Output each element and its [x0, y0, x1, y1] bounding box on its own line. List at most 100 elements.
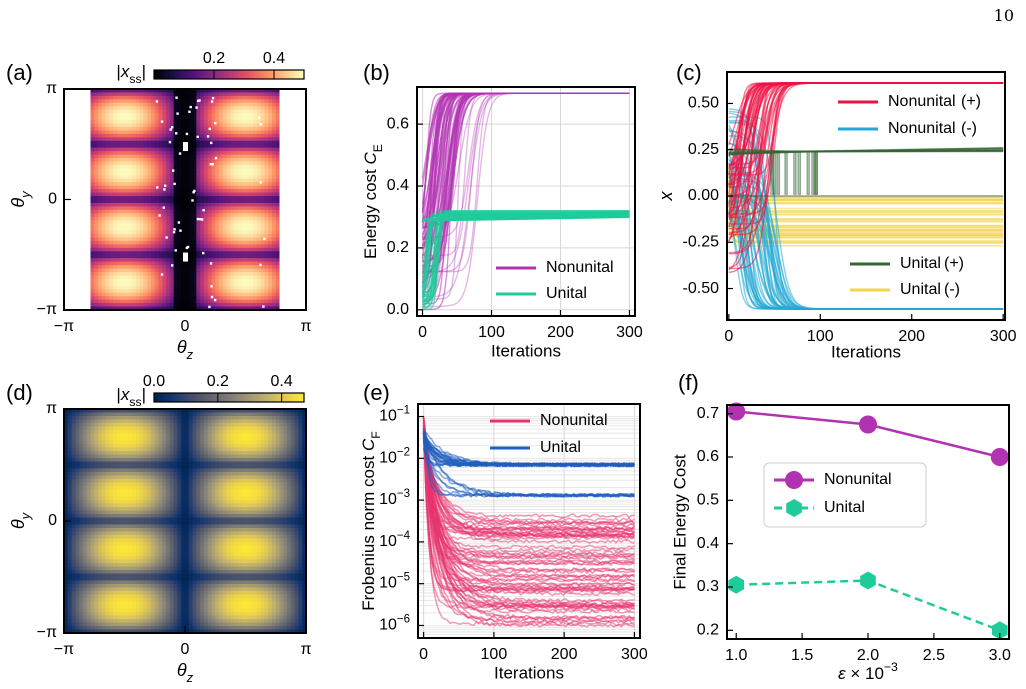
- heatmap-cell: [275, 412, 281, 417]
- heatmap-cell: [203, 182, 209, 187]
- heatmap-cell: [177, 113, 182, 118]
- heatmap-cell: [211, 199, 216, 204]
- heatmap-cell: [154, 92, 160, 97]
- heatmap-cell: [241, 130, 247, 135]
- heatmap-cell: [294, 275, 300, 280]
- heatmap-cell: [86, 206, 92, 211]
- heatmap-cell: [135, 437, 141, 442]
- heatmap-cell: [166, 175, 171, 180]
- heatmap-cell: [71, 202, 76, 207]
- heatmap-cell: [234, 192, 239, 197]
- heatmap-cell: [287, 237, 292, 242]
- heatmap-cell: [105, 95, 110, 100]
- heatmap-cell: [200, 419, 205, 424]
- heatmap-cell: [158, 216, 163, 221]
- heatmap-cell: [234, 140, 239, 145]
- heatmap-cell: [67, 151, 73, 156]
- heatmap-cell: [143, 199, 148, 204]
- heatmap-cell: [143, 147, 148, 152]
- heatmap-cell: [64, 433, 69, 438]
- heatmap-cell: [237, 268, 243, 273]
- heatmap-cell: [230, 192, 235, 197]
- heatmap-cell: [200, 199, 205, 204]
- heatmap-cell: [264, 151, 269, 156]
- heatmap-cell: [173, 268, 179, 273]
- heatmap-cell: [162, 223, 167, 228]
- heatmap-cell: [275, 202, 281, 207]
- heatmap-cell: [302, 209, 307, 214]
- heatmap-cell: [271, 285, 277, 290]
- heatmap-cell: [154, 430, 160, 435]
- heatmap-cell: [90, 299, 95, 304]
- heatmap-cell: [139, 123, 145, 128]
- heatmap-cell: [279, 140, 284, 145]
- heatmap-cell: [139, 419, 145, 424]
- heatmap-cell: [173, 303, 179, 308]
- heatmap-cell: [298, 89, 303, 94]
- heatmap-cell: [196, 251, 201, 256]
- heatmap-cell: [196, 240, 201, 245]
- heatmap-cell: [109, 202, 114, 207]
- heatmap-cell: [86, 240, 92, 245]
- heatmap-cell: [132, 175, 137, 180]
- heatmap-cell: [268, 216, 273, 221]
- heatmap-cell: [64, 99, 69, 104]
- heatmap-cell: [113, 92, 118, 97]
- heatmap-cell: [230, 275, 235, 280]
- heatmap-cell: [90, 164, 95, 170]
- heatmap-cell: [154, 230, 160, 235]
- heatmap-cell: [154, 289, 160, 294]
- heatmap-cell: [143, 123, 148, 128]
- heatmap-cell: [90, 154, 95, 159]
- heatmap-cell: [237, 137, 243, 142]
- panel-label: (a): [6, 60, 33, 85]
- heatmap-cell: [86, 216, 92, 221]
- heatmap-cell: [82, 168, 88, 173]
- heatmap-cell: [173, 261, 179, 266]
- heatmap-cell: [67, 171, 73, 176]
- heatmap-cell: [124, 247, 129, 252]
- heatmap-cell: [64, 123, 69, 128]
- heatmap-cell: [67, 234, 73, 239]
- heatmap-cell: [237, 206, 243, 211]
- heatmap-cell: [150, 164, 156, 170]
- heatmap-cell: [294, 234, 300, 239]
- heatmap-cell: [82, 196, 88, 201]
- heatmap-cell: [64, 251, 69, 256]
- heatmap-cell: [128, 133, 133, 138]
- heatmap-cell: [196, 95, 201, 100]
- heatmap-cell: [79, 306, 84, 311]
- heatmap-cell: [94, 227, 99, 232]
- heatmap-cell: [143, 306, 148, 311]
- heatmap-cell: [234, 144, 239, 149]
- heatmap-cell: [105, 251, 110, 256]
- heatmap-cell: [256, 192, 262, 197]
- heatmap-cell: [109, 89, 114, 94]
- heatmap-cell: [166, 202, 171, 207]
- heatmap-cell: [105, 120, 110, 125]
- heatmap-cell: [147, 272, 152, 277]
- heatmap-cell: [294, 426, 300, 431]
- heatmap-cell: [203, 423, 209, 428]
- heatmap-cell: [71, 237, 76, 242]
- heatmap-cell: [128, 120, 133, 125]
- heatmap-cell: [124, 92, 129, 97]
- heatmap-cell: [79, 285, 84, 290]
- heatmap-cell: [109, 116, 114, 121]
- heatmap-cell: [177, 126, 182, 132]
- heatmap-cell: [101, 185, 107, 190]
- heatmap-cell: [67, 161, 73, 166]
- heatmap-cell: [162, 230, 167, 235]
- colorbar-segment: [191, 70, 195, 79]
- heatmap-cell: [105, 213, 110, 218]
- heatmap-cell: [94, 113, 99, 118]
- heatmap-cell: [279, 244, 284, 249]
- heatmap-cell: [169, 102, 175, 107]
- heatmap-cell: [226, 447, 231, 452]
- heatmap-cell: [79, 109, 84, 114]
- heatmap-cell: [185, 423, 190, 428]
- heatmap-cell: [109, 220, 114, 225]
- heatmap-cell: [207, 116, 213, 121]
- heatmap-cell: [75, 426, 80, 431]
- heatmap-cell: [109, 161, 114, 166]
